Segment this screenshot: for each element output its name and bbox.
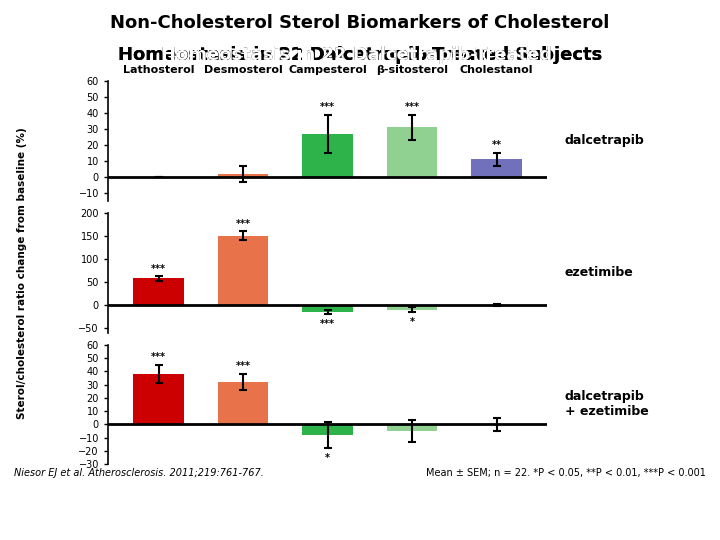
Text: CRT: CRT bbox=[13, 494, 84, 526]
Text: *: * bbox=[325, 453, 330, 463]
Text: RESEARCH: RESEARCH bbox=[274, 505, 328, 515]
Text: ***: *** bbox=[405, 102, 420, 112]
Text: Homeostasis in 22 Dalcetrapib-Treated Subjects: Homeostasis in 22 Dalcetrapib-Treated Su… bbox=[118, 46, 602, 64]
Bar bbox=[218, 382, 269, 424]
Text: β-sitosterol: β-sitosterol bbox=[376, 65, 448, 75]
Text: dalcetrapib: dalcetrapib bbox=[564, 134, 644, 147]
Text: *: * bbox=[410, 316, 415, 327]
Text: TECHNOLOGIES: TECHNOLOGIES bbox=[274, 523, 352, 531]
Text: Homeostasis in 22 Dalcetrapib-Treated: Homeostasis in 22 Dalcetrapib-Treated bbox=[161, 46, 559, 64]
Text: ezetimibe: ezetimibe bbox=[564, 266, 634, 279]
Text: Lathosterol: Lathosterol bbox=[123, 65, 194, 75]
Text: Campesterol: Campesterol bbox=[288, 65, 367, 75]
Text: Niesor EJ et al. Atherosclerosis. 2011;219:761-767.: Niesor EJ et al. Atherosclerosis. 2011;2… bbox=[14, 468, 264, 478]
Bar bbox=[218, 174, 269, 177]
Text: Non-Cholesterol Sterol Biomarkers of Cholesterol: Non-Cholesterol Sterol Biomarkers of Cho… bbox=[110, 14, 610, 31]
Text: ***: *** bbox=[320, 319, 335, 329]
Text: Homeostasis in 22 Dalcetrapib-Treated Subjects: Homeostasis in 22 Dalcetrapib-Treated Su… bbox=[118, 46, 602, 64]
Bar bbox=[218, 236, 269, 305]
Text: Homeostasis in 22 Dalcetrapib-Treated: Homeostasis in 22 Dalcetrapib-Treated bbox=[161, 46, 559, 64]
Text: **: ** bbox=[492, 140, 502, 151]
Bar bbox=[387, 424, 438, 431]
Text: ***: *** bbox=[151, 264, 166, 274]
Text: CARDIOVASCULAR: CARDIOVASCULAR bbox=[274, 489, 366, 498]
Bar bbox=[302, 424, 353, 435]
Bar bbox=[133, 278, 184, 305]
Bar bbox=[302, 305, 353, 312]
Bar bbox=[471, 159, 522, 177]
Bar bbox=[387, 305, 438, 309]
Bar bbox=[302, 134, 353, 177]
Text: dalcetrapib
+ ezetimibe: dalcetrapib + ezetimibe bbox=[564, 390, 649, 418]
Text: ***: *** bbox=[235, 219, 251, 229]
Bar bbox=[133, 374, 184, 424]
Text: ***: *** bbox=[151, 352, 166, 362]
Bar bbox=[387, 127, 438, 177]
Text: Sterol/cholesterol ratio change from baseline (%): Sterol/cholesterol ratio change from bas… bbox=[17, 127, 27, 418]
Text: Desmosterol: Desmosterol bbox=[204, 65, 282, 75]
Text: ***: *** bbox=[320, 102, 335, 112]
Text: 2012: 2012 bbox=[126, 494, 219, 526]
Text: Cholestanol: Cholestanol bbox=[460, 65, 534, 75]
Text: ***: *** bbox=[235, 361, 251, 372]
Text: Mean ± SEM; n = 22. *P < 0.05, **P < 0.01, ***P < 0.001: Mean ± SEM; n = 22. *P < 0.05, **P < 0.0… bbox=[426, 468, 706, 478]
